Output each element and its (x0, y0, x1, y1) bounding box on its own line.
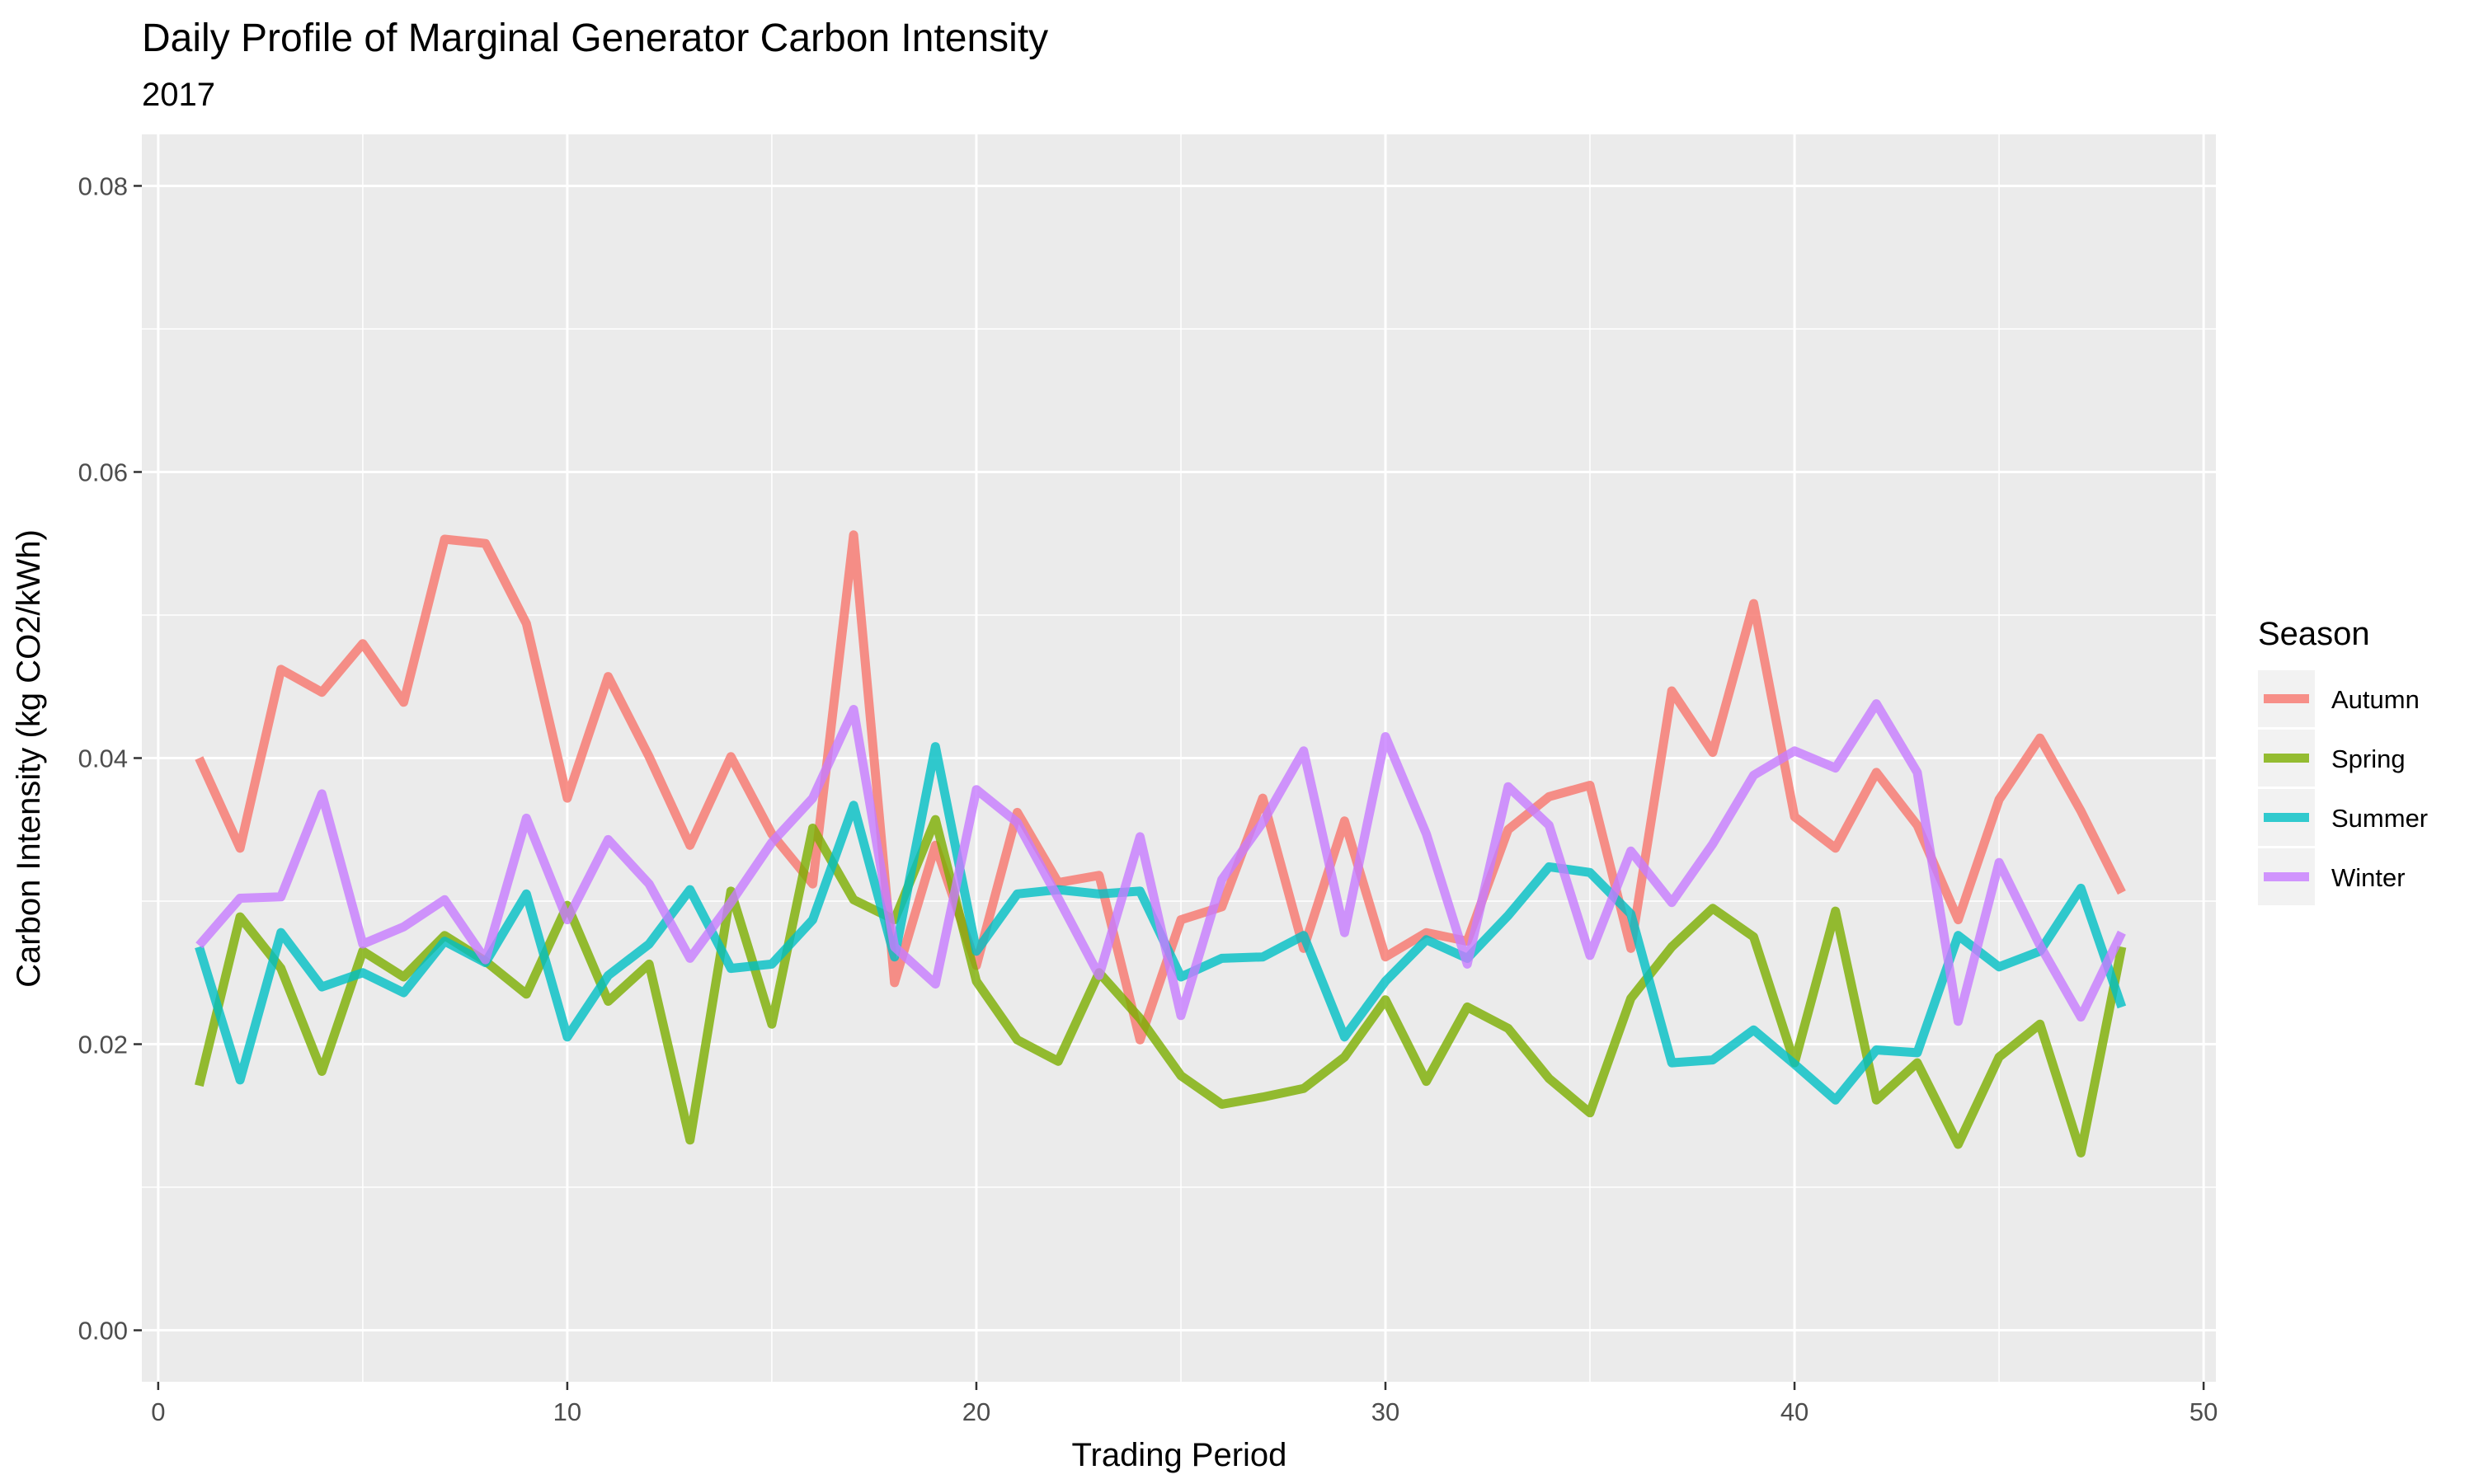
x-axis: 0 10 20 30 40 50 (151, 1382, 2218, 1426)
legend-title: Season (2258, 616, 2370, 652)
x-tick-label: 20 (962, 1397, 990, 1426)
legend-label-summer: Summer (2331, 804, 2428, 833)
x-tick-label: 10 (553, 1397, 581, 1426)
series-line-spring (195, 815, 2127, 1158)
x-tick-label: 30 (1371, 1397, 1399, 1426)
series-lines (195, 530, 2127, 1158)
legend-label-spring: Spring (2331, 744, 2406, 773)
y-tick-label: 0.08 (78, 171, 128, 200)
y-tick-label: 0.04 (78, 744, 128, 773)
chart-subtitle: 2017 (142, 77, 215, 113)
y-tick-label: 0.06 (78, 458, 128, 486)
x-tick-label: 50 (2189, 1397, 2218, 1426)
y-axis: 0.00 0.02 0.04 0.06 0.08 (78, 171, 142, 1345)
legend-label-winter: Winter (2331, 863, 2406, 892)
y-axis-title: Carbon Intensity (kg CO2/kWh) (11, 529, 47, 988)
grid-major (142, 134, 2216, 1382)
x-tick-label: 40 (1780, 1397, 1808, 1426)
y-tick-label: 0.00 (78, 1317, 128, 1345)
legend-label-autumn: Autumn (2331, 685, 2420, 714)
series-line-autumn (195, 530, 2126, 1045)
chart-title: Daily Profile of Marginal Generator Carb… (142, 16, 1048, 60)
x-axis-title: Trading Period (1072, 1437, 1287, 1473)
y-tick-label: 0.02 (78, 1031, 128, 1059)
x-tick-label: 0 (151, 1397, 165, 1426)
series-line-winter (195, 699, 2126, 1026)
legend: Season Autumn Spring Summer Winter (2258, 616, 2428, 905)
